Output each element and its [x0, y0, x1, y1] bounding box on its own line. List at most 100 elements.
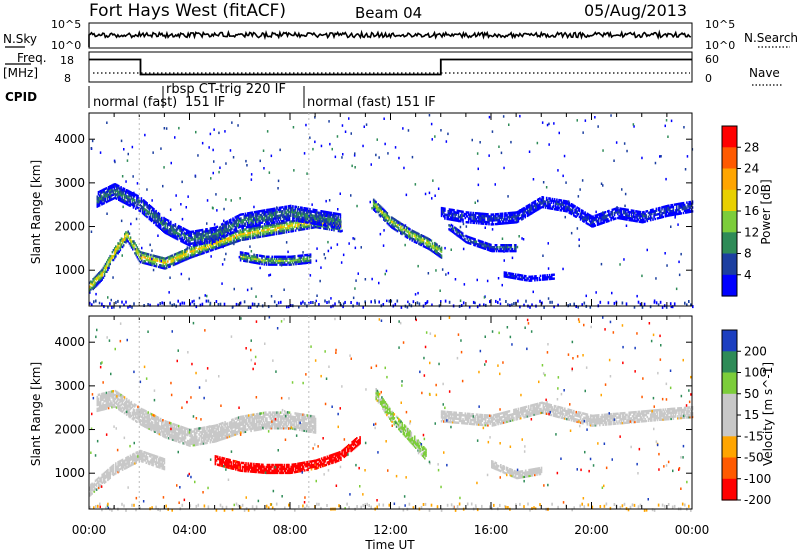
heatmap-cell	[601, 218, 603, 221]
heatmap-cell	[542, 204, 545, 207]
heatmap-cell	[640, 220, 643, 224]
heatmap-cell	[402, 231, 404, 234]
heatmap-cell	[107, 186, 110, 189]
heatmap-cell	[222, 224, 224, 227]
heatmap-cell	[665, 177, 667, 181]
heatmap-cell	[198, 296, 201, 300]
heatmap-cell	[254, 259, 256, 262]
heatmap-cell	[665, 208, 668, 212]
heatmap-cell	[202, 248, 204, 251]
heatmap-cell	[535, 205, 538, 208]
heatmap-cell	[261, 219, 264, 222]
heatmap-cell	[91, 283, 93, 286]
heatmap-cell	[600, 222, 602, 225]
heatmap-cell	[321, 210, 324, 213]
heatmap-cell	[466, 235, 468, 238]
heatmap-cell	[109, 199, 111, 202]
heatmap-cell	[584, 213, 586, 216]
heatmap-cell	[616, 211, 618, 214]
heatmap-cell	[677, 202, 679, 206]
heatmap-cell	[268, 232, 271, 235]
heatmap-cell	[677, 223, 679, 226]
heatmap-cell	[515, 219, 517, 222]
heatmap-cell	[670, 212, 672, 215]
heatmap-cell	[115, 251, 117, 254]
heatmap-cell	[327, 211, 329, 214]
heatmap-cell	[323, 220, 326, 223]
heatmap-cell	[304, 259, 306, 263]
heatmap-cell	[95, 276, 98, 279]
heatmap-cell	[242, 218, 244, 222]
heatmap-cell	[447, 271, 450, 275]
heatmap-cell	[360, 246, 362, 249]
heatmap-cell	[395, 221, 398, 224]
heatmap-cell	[297, 215, 300, 219]
heatmap-cell	[290, 263, 293, 266]
heatmap-cell	[554, 208, 557, 211]
heatmap-cell	[267, 222, 269, 225]
heatmap-cell	[230, 199, 232, 202]
heatmap-cell	[166, 224, 169, 228]
heatmap-cell	[217, 240, 220, 244]
heatmap-cell	[483, 218, 486, 222]
heatmap-cell	[268, 208, 270, 211]
colorbar-swatch	[722, 147, 737, 170]
heatmap-cell	[337, 224, 339, 228]
heatmap-cell	[266, 222, 268, 225]
heatmap-cell	[678, 212, 680, 215]
heatmap-cell	[250, 213, 252, 216]
heatmap-cell	[440, 206, 443, 210]
heatmap-cell	[274, 221, 276, 224]
heatmap-cell	[135, 248, 137, 251]
heatmap-cell	[244, 259, 246, 263]
heatmap-cell	[303, 209, 305, 212]
heatmap-cell	[445, 273, 447, 276]
heatmap-cell	[216, 243, 219, 246]
heatmap-cell	[287, 261, 289, 264]
heatmap-cell	[560, 201, 563, 204]
heatmap-cell	[625, 218, 627, 221]
heatmap-cell	[309, 259, 312, 262]
heatmap-cell	[295, 227, 298, 230]
heatmap-cell	[161, 218, 163, 222]
heatmap-cell	[341, 156, 343, 159]
heatmap-cell	[379, 205, 382, 208]
heatmap-cell	[356, 204, 358, 208]
heatmap-cell	[118, 190, 120, 194]
heatmap-cell	[169, 208, 172, 211]
heatmap-cell	[179, 254, 181, 258]
heatmap-cell	[172, 229, 174, 233]
heatmap-cell	[282, 219, 284, 223]
heatmap-cell	[185, 206, 187, 209]
heatmap-cell	[244, 255, 246, 259]
heatmap-cell	[257, 258, 260, 261]
heatmap-cell	[257, 224, 259, 227]
heatmap-cell	[447, 214, 450, 217]
heatmap-cell	[221, 245, 223, 248]
colorbar-tick-label: 24	[744, 162, 759, 176]
heatmap-cell	[223, 226, 225, 229]
heatmap-cell	[150, 209, 153, 213]
heatmap-cell	[143, 252, 145, 255]
heatmap-cell	[330, 221, 333, 224]
heatmap-cell	[327, 221, 329, 224]
heatmap-cell	[90, 286, 92, 289]
heatmap-cell	[548, 273, 551, 277]
heatmap-cell	[302, 224, 305, 227]
heatmap-cell	[153, 209, 155, 213]
heatmap-cell	[111, 186, 113, 189]
heatmap-cell	[239, 235, 241, 238]
heatmap-cell	[249, 215, 251, 219]
heatmap-cell	[184, 249, 186, 252]
heatmap-cell	[184, 252, 186, 256]
heatmap-cell	[167, 219, 170, 222]
heatmap-cell	[604, 211, 607, 214]
heatmap-cell	[89, 289, 91, 292]
heatmap-cell	[596, 219, 599, 223]
heatmap-cell	[162, 219, 164, 223]
heatmap-cell	[466, 211, 469, 214]
heatmap-cell	[148, 209, 151, 213]
heatmap-cell	[460, 237, 463, 240]
heatmap-cell	[467, 219, 470, 222]
heatmap-cell	[127, 152, 129, 156]
